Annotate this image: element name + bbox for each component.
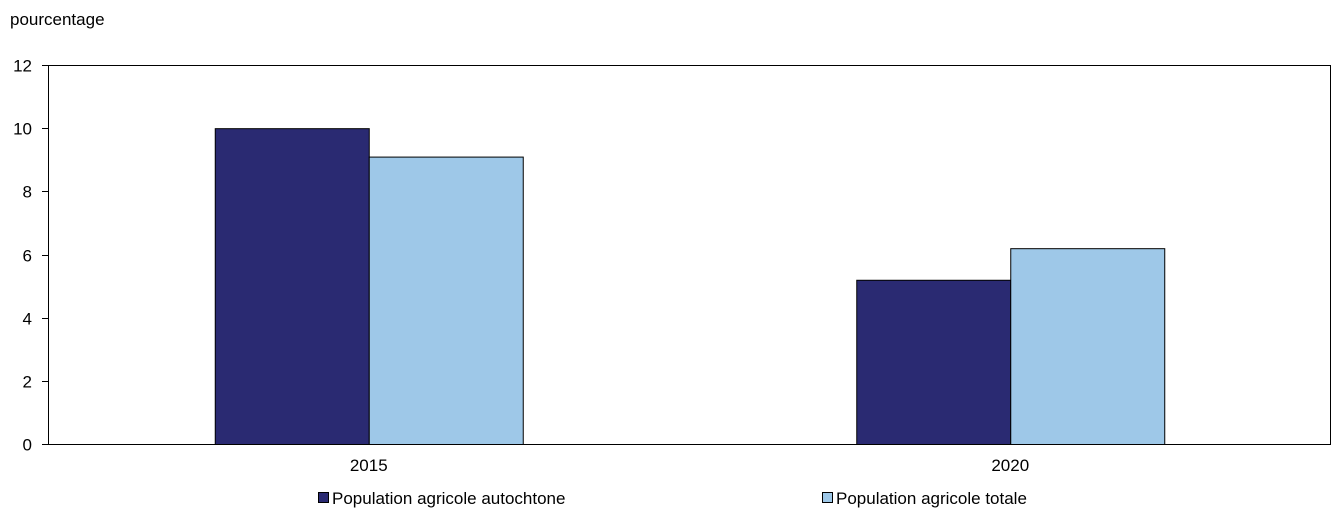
x-category-label: 2015 — [350, 456, 388, 475]
bar-2020-series-2 — [1010, 248, 1166, 445]
y-axis-unit-label: pourcentage — [10, 10, 105, 29]
y-tick-label: 10 — [13, 120, 32, 139]
y-tick-label: 4 — [23, 310, 32, 329]
legend-label: Population agricole autochtone — [332, 489, 565, 508]
legend-swatch — [318, 492, 329, 503]
y-tick-label: 12 — [13, 57, 32, 76]
y-tick-label: 8 — [23, 183, 32, 202]
y-tick-label: 6 — [23, 247, 32, 266]
bar-2020-series-1 — [856, 279, 1012, 445]
y-tick-label: 2 — [23, 373, 32, 392]
legend-label: Population agricole totale — [836, 489, 1027, 508]
bar-2015-series-2 — [368, 156, 524, 445]
x-category-label: 2020 — [991, 456, 1029, 475]
legend-swatch — [822, 492, 833, 503]
y-tick-label: 0 — [23, 436, 32, 455]
bar-2015-series-1 — [214, 128, 370, 446]
